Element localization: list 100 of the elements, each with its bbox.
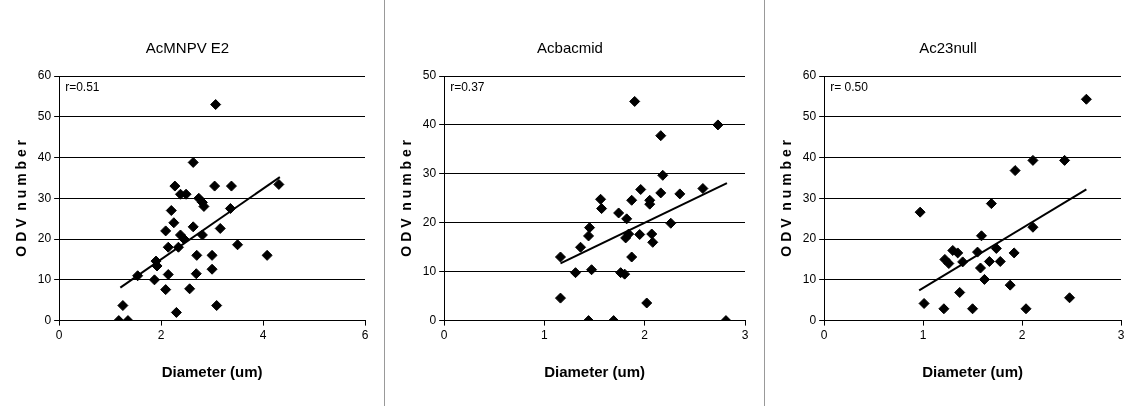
point [583, 230, 595, 242]
y-tick-label: 20 [422, 215, 437, 230]
point [641, 297, 653, 309]
x-tick-label: 2 [1018, 328, 1026, 343]
point [914, 206, 926, 218]
point [626, 251, 638, 263]
y-tick-label: 40 [802, 149, 817, 164]
point [214, 222, 226, 234]
y-tick-label: 0 [44, 312, 52, 327]
point [168, 217, 180, 229]
point [261, 249, 273, 261]
point [629, 95, 641, 107]
point [570, 267, 582, 279]
point [621, 213, 633, 225]
x-tick-label: 6 [361, 328, 369, 343]
x-tick-label: 0 [440, 328, 448, 343]
y-tick-label: 40 [37, 149, 52, 164]
point [191, 249, 203, 261]
x-tick-label: 3 [741, 328, 749, 343]
x-axis-title: Diameter (um) [544, 363, 645, 381]
point [634, 229, 646, 240]
point [613, 207, 625, 219]
y-axis-title: O D V n u m b e r [398, 139, 415, 257]
point [209, 180, 221, 192]
point [978, 273, 990, 285]
y-tick-label: 40 [422, 117, 437, 132]
x-tick-label: 4 [259, 328, 267, 343]
point [943, 258, 955, 270]
point [674, 188, 686, 200]
point [169, 180, 181, 192]
point [974, 262, 986, 274]
point [990, 242, 1002, 254]
point [554, 292, 566, 304]
y-tick-label: 10 [802, 272, 817, 287]
point [918, 297, 930, 309]
point [646, 228, 658, 240]
x-tick-label: 1 [541, 328, 549, 343]
x-tick-label: 3 [1117, 328, 1125, 343]
point [967, 303, 979, 315]
y-tick-label: 50 [422, 68, 437, 83]
point [665, 217, 677, 229]
chart-title: Acbacmid [537, 39, 603, 57]
point [1027, 154, 1039, 166]
point [647, 236, 659, 248]
point [148, 274, 160, 286]
x-tick-label: 0 [55, 328, 63, 343]
x-tick-label: 2 [641, 328, 649, 343]
point [1004, 279, 1016, 291]
point [657, 169, 669, 181]
y-tick-label: 20 [37, 231, 52, 246]
point [225, 180, 237, 192]
annotation: r=0.37 [450, 80, 485, 95]
y-tick-label: 60 [37, 68, 52, 83]
point [712, 119, 724, 131]
point [160, 225, 172, 237]
point [210, 99, 222, 111]
x-tick-label: 1 [919, 328, 927, 343]
point [1064, 292, 1076, 304]
point [232, 239, 244, 251]
y-tick-label: 0 [809, 312, 817, 327]
y-tick-label: 20 [802, 231, 817, 246]
point [554, 251, 566, 263]
point [273, 178, 285, 190]
y-tick-label: 50 [802, 109, 817, 124]
y-tick-label: 60 [802, 68, 817, 83]
point [938, 303, 950, 315]
point [117, 300, 129, 312]
point [626, 194, 638, 206]
x-axis-title: Diameter (um) [922, 363, 1023, 381]
point [190, 268, 202, 280]
point [1020, 303, 1032, 315]
point [160, 284, 172, 296]
point [985, 198, 997, 210]
point [1080, 93, 1092, 105]
point [584, 222, 596, 234]
y-tick-label: 30 [37, 190, 52, 205]
point [697, 183, 709, 195]
point [1008, 247, 1020, 259]
point [635, 183, 647, 195]
annotation: r= 0.50 [830, 80, 869, 95]
y-axis-title: O D V n u m b e r [778, 139, 795, 257]
y-tick-label: 0 [429, 312, 437, 327]
chart-title: Ac23null [919, 39, 977, 57]
point [170, 306, 182, 318]
point [983, 255, 995, 267]
y-tick-label: 10 [422, 263, 437, 278]
point [655, 130, 667, 142]
point [994, 255, 1006, 267]
x-axis-title: Diameter (um) [161, 363, 263, 381]
point [184, 283, 196, 295]
y-tick-label: 30 [802, 190, 817, 205]
point [162, 241, 174, 253]
point [596, 203, 608, 215]
point [1059, 154, 1071, 166]
y-axis-title: O D V n u m b e r [13, 139, 30, 257]
point [206, 263, 218, 275]
point [575, 241, 587, 253]
point [1009, 165, 1021, 177]
chart-title: AcMNPV E2 [145, 39, 230, 57]
point [211, 300, 223, 312]
